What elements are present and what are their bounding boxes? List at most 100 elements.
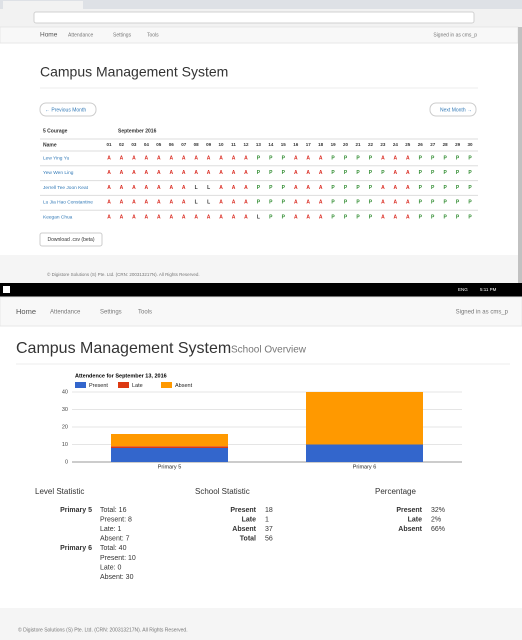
nav-menu[interactable]: Tools <box>147 32 159 38</box>
attendance-mark: A <box>244 215 248 221</box>
attendance-mark: A <box>207 170 211 176</box>
attendance-mark: P <box>468 215 472 221</box>
footer-text: © Digistore Solutions (S) Pte. Ltd. (CRN… <box>47 271 200 277</box>
student-name[interactable]: Keegan Chua <box>43 214 73 220</box>
day-header: 16 <box>293 142 299 147</box>
tab-strip <box>0 0 522 9</box>
attendance-mark: A <box>406 170 410 176</box>
attendance-mark: A <box>157 200 161 206</box>
day-header: 13 <box>256 142 262 147</box>
attendance-mark: A <box>232 200 236 206</box>
taskbar <box>0 283 522 297</box>
download-button[interactable] <box>39 232 103 247</box>
attendance-mark: A <box>145 185 149 191</box>
attendance-mark: L <box>207 200 210 206</box>
nav-menu[interactable]: Settings <box>113 32 132 38</box>
attendance-mark: P <box>344 215 348 221</box>
day-header: 10 <box>219 142 225 147</box>
attendance-mark: A <box>169 185 173 191</box>
level-value: Present: 10 <box>100 555 136 562</box>
download-label[interactable]: Download .csv (beta) <box>48 237 95 243</box>
attendance-mark: P <box>331 185 335 191</box>
navbar <box>0 296 522 327</box>
taskbar-time: 5:11 PM <box>480 287 497 292</box>
attendance-mark: A <box>306 155 310 161</box>
stat-label: Late <box>408 516 423 523</box>
attendance-mark: P <box>356 155 360 161</box>
attendance-mark: A <box>319 215 323 221</box>
bar-segment <box>111 448 228 462</box>
nav-menu[interactable]: Attendance <box>50 310 81 316</box>
day-header: 04 <box>144 142 150 147</box>
nav-menu[interactable]: Tools <box>138 310 152 316</box>
legend-label: Late <box>132 383 143 389</box>
attendance-mark: P <box>344 185 348 191</box>
nav-menu[interactable]: Settings <box>100 310 122 316</box>
day-header: 15 <box>281 142 287 147</box>
tab <box>3 1 83 9</box>
attendance-mark: A <box>381 200 385 206</box>
next-link[interactable]: Next Month → <box>440 107 472 113</box>
attendance-mark: A <box>107 215 111 221</box>
prev-link[interactable]: ← Previous Month <box>45 107 86 113</box>
attendance-mark: A <box>232 155 236 161</box>
attendance-mark: A <box>319 185 323 191</box>
student-name[interactable]: Jerrell Tee Joon Keat <box>43 185 89 191</box>
attendance-mark: A <box>394 185 398 191</box>
nav-home[interactable]: Home <box>40 32 58 39</box>
attendance-mark: P <box>431 155 435 161</box>
attendance-mark: P <box>356 200 360 206</box>
attendance-mark: P <box>257 200 261 206</box>
attendance-mark: A <box>306 200 310 206</box>
nav-home[interactable]: Home <box>16 307 36 316</box>
attendance-mark: A <box>406 200 410 206</box>
attendance-mark: P <box>443 170 447 176</box>
day-header: 20 <box>343 142 349 147</box>
attendance-mark: P <box>369 155 373 161</box>
attendance-mark: A <box>182 155 186 161</box>
attendance-mark: A <box>294 170 298 176</box>
attendance-mark: A <box>132 170 136 176</box>
address-bar[interactable] <box>33 11 475 24</box>
stat-label: Absent <box>232 526 256 533</box>
attendance-mark: P <box>282 170 286 176</box>
stat-value: 66% <box>431 526 445 533</box>
attendance-mark: A <box>182 185 186 191</box>
attendance-mark: A <box>145 170 149 176</box>
day-header: 21 <box>355 142 361 147</box>
day-header: 18 <box>318 142 324 147</box>
footer <box>0 608 522 640</box>
attendance-mark: A <box>406 155 410 161</box>
attendance-mark: A <box>319 200 323 206</box>
bar-segment <box>111 434 228 447</box>
attendance-mark: P <box>369 185 373 191</box>
next-button[interactable] <box>429 102 477 117</box>
attendance-mark: P <box>269 170 273 176</box>
attendance-mark: A <box>394 170 398 176</box>
student-name[interactable]: Lew Ying Yu <box>43 155 70 161</box>
student-name[interactable]: Lu Jia Hao Constantine <box>43 200 93 206</box>
nav-menu[interactable]: Attendance <box>68 32 94 38</box>
level-name: Primary 6 <box>60 545 92 552</box>
nav-user[interactable]: Signed in as cms_p <box>456 310 509 316</box>
stat-value: 18 <box>265 507 273 514</box>
attendance-mark: A <box>169 215 173 221</box>
footer-text: © Digistore Solutions (S) Pte. Ltd. (CRN… <box>18 626 188 633</box>
level-value: Late: 0 <box>100 564 122 571</box>
stat-value: 32% <box>431 507 445 514</box>
column-header: Name <box>43 142 57 148</box>
legend-label: Absent <box>175 383 193 389</box>
attendance-mark: P <box>331 170 335 176</box>
attendance-mark: A <box>107 185 111 191</box>
prev-button[interactable] <box>39 102 97 117</box>
level-value: Absent: 7 <box>100 536 130 543</box>
day-header: 29 <box>455 142 461 147</box>
attendance-mark: A <box>394 215 398 221</box>
nav-user[interactable]: Signed in as cms_p <box>433 32 477 38</box>
attendance-mark: P <box>419 215 423 221</box>
start-icon[interactable] <box>3 286 10 293</box>
attendance-mark: P <box>344 200 348 206</box>
attendance-mark: P <box>269 215 273 221</box>
student-name[interactable]: Yew Wen Ling <box>43 170 74 176</box>
attendance-mark: P <box>331 215 335 221</box>
